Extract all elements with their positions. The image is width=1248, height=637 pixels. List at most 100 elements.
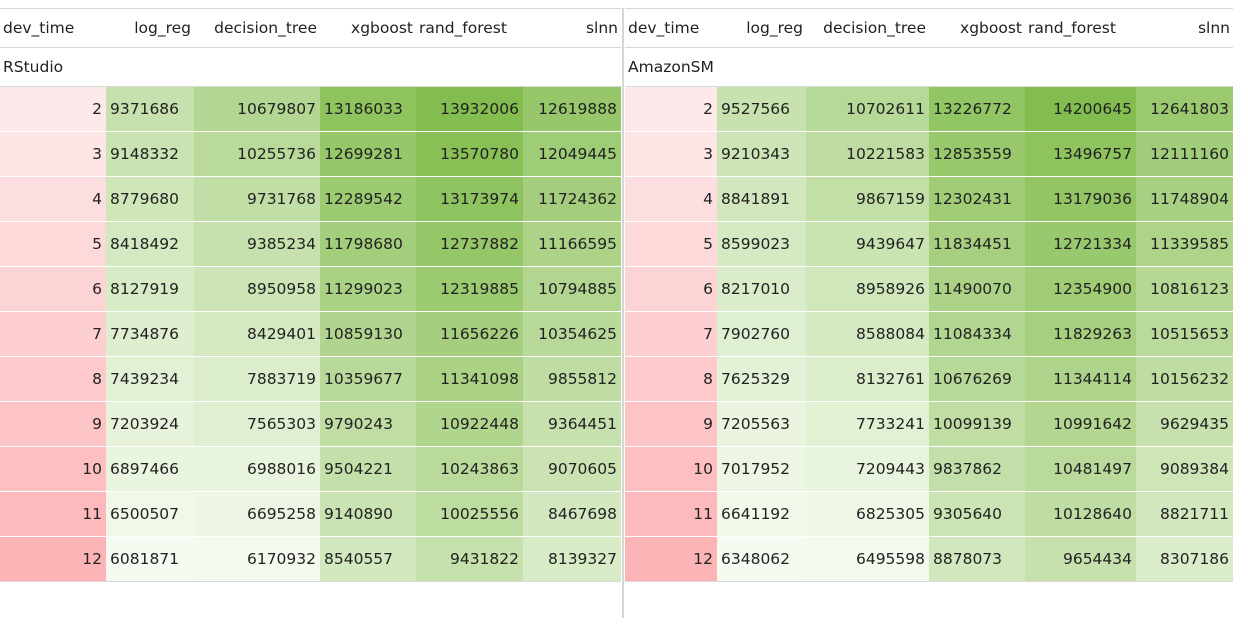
header-row: dev_time log_reg decision_tree xgboost r… xyxy=(0,8,621,48)
cell-slnn: 12049445 xyxy=(523,131,621,177)
cell-decision-tree: 9439647 xyxy=(806,221,929,267)
table-body: AmazonSM 2 9527566 10702611 13226772 1420064… xyxy=(625,47,1233,582)
cell-log-reg: 6500507 xyxy=(106,491,194,537)
cell-slnn: 8467698 xyxy=(523,491,621,537)
cell-dev-time: 10 xyxy=(0,446,106,492)
cell-xgboost: 8540557 xyxy=(320,536,416,582)
cell-slnn: 10794885 xyxy=(523,266,621,312)
cell-xgboost: 10859130 xyxy=(320,311,416,357)
cell-log-reg: 9527566 xyxy=(717,86,806,132)
cell-rand-forest: 10922448 xyxy=(416,401,523,447)
cell-decision-tree: 6170932 xyxy=(194,536,320,582)
table-row: 2 9527566 10702611 13226772 14200645 12641803 xyxy=(625,86,1233,132)
cell-log-reg: 8599023 xyxy=(717,221,806,267)
cell-rand-forest: 12319885 xyxy=(416,266,523,312)
cell-rand-forest: 12354900 xyxy=(1025,266,1136,312)
cell-rand-forest: 9654434 xyxy=(1025,536,1136,582)
column-header-dev-time[interactable]: dev_time xyxy=(625,8,717,48)
cell-decision-tree: 8950958 xyxy=(194,266,320,312)
cell-rand-forest: 11656226 xyxy=(416,311,523,357)
cell-rand-forest: 10025556 xyxy=(416,491,523,537)
cell-dev-time: 2 xyxy=(625,86,717,132)
cell-xgboost: 11798680 xyxy=(320,221,416,267)
cell-dev-time: 5 xyxy=(625,221,717,267)
table-row: 7 7902760 8588084 11084334 11829263 10515653 xyxy=(625,311,1233,357)
cell-dev-time: 9 xyxy=(0,401,106,447)
results-table: dev_time log_reg decision_tree xgboost r… xyxy=(625,8,1233,582)
cell-xgboost: 10676269 xyxy=(929,356,1025,402)
cell-xgboost: 11084334 xyxy=(929,311,1025,357)
table-body: RStudio 2 9371686 10679807 13186033 13932006… xyxy=(0,47,621,582)
cell-decision-tree: 10679807 xyxy=(194,86,320,132)
cell-slnn: 9855812 xyxy=(523,356,621,402)
cell-rand-forest: 13932006 xyxy=(416,86,523,132)
cell-log-reg: 8418492 xyxy=(106,221,194,267)
results-table: dev_time log_reg decision_tree xgboost r… xyxy=(0,8,621,582)
cell-slnn: 10515653 xyxy=(1136,311,1233,357)
cell-slnn: 10816123 xyxy=(1136,266,1233,312)
cell-log-reg: 8127919 xyxy=(106,266,194,312)
table-panel-amazonsm: dev_time log_reg decision_tree xgboost r… xyxy=(625,8,1233,582)
table-row: 5 8599023 9439647 11834451 12721334 11339585 xyxy=(625,221,1233,267)
table-row: 10 7017952 7209443 9837862 10481497 9089384 xyxy=(625,446,1233,492)
column-header-rand-forest[interactable]: rand_forest xyxy=(416,8,523,48)
cell-decision-tree: 10255736 xyxy=(194,131,320,177)
cell-xgboost: 10359677 xyxy=(320,356,416,402)
cell-dev-time: 4 xyxy=(625,176,717,222)
panel-divider xyxy=(622,8,624,618)
column-header-log-reg[interactable]: log_reg xyxy=(106,8,194,48)
column-header-log-reg[interactable]: log_reg xyxy=(717,8,806,48)
cell-slnn: 9089384 xyxy=(1136,446,1233,492)
cell-slnn: 10156232 xyxy=(1136,356,1233,402)
cell-rand-forest: 11341098 xyxy=(416,356,523,402)
cell-log-reg: 9210343 xyxy=(717,131,806,177)
cell-decision-tree: 6988016 xyxy=(194,446,320,492)
table-row: 4 8779680 9731768 12289542 13173974 11724362 xyxy=(0,176,621,222)
cell-rand-forest: 10243863 xyxy=(416,446,523,492)
cell-slnn: 8139327 xyxy=(523,536,621,582)
header-row: dev_time log_reg decision_tree xgboost r… xyxy=(625,8,1233,48)
column-header-xgboost[interactable]: xgboost xyxy=(320,8,416,48)
table-row: 12 6081871 6170932 8540557 9431822 8139327 xyxy=(0,536,621,582)
cell-rand-forest: 9431822 xyxy=(416,536,523,582)
column-header-decision-tree[interactable]: decision_tree xyxy=(806,8,929,48)
cell-decision-tree: 8958926 xyxy=(806,266,929,312)
cell-slnn: 9629435 xyxy=(1136,401,1233,447)
table-row: 11 6500507 6695258 9140890 10025556 8467698 xyxy=(0,491,621,537)
cell-rand-forest: 12737882 xyxy=(416,221,523,267)
cell-rand-forest: 13173974 xyxy=(416,176,523,222)
cell-decision-tree: 8588084 xyxy=(806,311,929,357)
column-header-xgboost[interactable]: xgboost xyxy=(929,8,1025,48)
cell-xgboost: 11490070 xyxy=(929,266,1025,312)
column-header-rand-forest[interactable]: rand_forest xyxy=(1025,8,1136,48)
cell-xgboost: 9504221 xyxy=(320,446,416,492)
cell-xgboost: 9305640 xyxy=(929,491,1025,537)
cell-rand-forest: 13179036 xyxy=(1025,176,1136,222)
cell-dev-time: 6 xyxy=(0,266,106,312)
column-header-slnn[interactable]: slnn xyxy=(1136,8,1233,48)
cell-xgboost: 8878073 xyxy=(929,536,1025,582)
cell-log-reg: 7902760 xyxy=(717,311,806,357)
cell-log-reg: 7439234 xyxy=(106,356,194,402)
cell-log-reg: 9148332 xyxy=(106,131,194,177)
column-header-slnn[interactable]: slnn xyxy=(523,8,621,48)
table-row: 11 6641192 6825305 9305640 10128640 8821711 xyxy=(625,491,1233,537)
cell-slnn: 8821711 xyxy=(1136,491,1233,537)
table-row: 10 6897466 6988016 9504221 10243863 9070605 xyxy=(0,446,621,492)
cell-slnn: 9364451 xyxy=(523,401,621,447)
column-header-dev-time[interactable]: dev_time xyxy=(0,8,106,48)
column-header-decision-tree[interactable]: decision_tree xyxy=(194,8,320,48)
cell-rand-forest: 13570780 xyxy=(416,131,523,177)
cell-slnn: 12111160 xyxy=(1136,131,1233,177)
cell-dev-time: 3 xyxy=(625,131,717,177)
cell-dev-time: 4 xyxy=(0,176,106,222)
cell-slnn: 8307186 xyxy=(1136,536,1233,582)
cell-decision-tree: 8429401 xyxy=(194,311,320,357)
cell-decision-tree: 7209443 xyxy=(806,446,929,492)
cell-rand-forest: 12721334 xyxy=(1025,221,1136,267)
table-row: 5 8418492 9385234 11798680 12737882 11166595 xyxy=(0,221,621,267)
cell-xgboost: 11834451 xyxy=(929,221,1025,267)
cell-dev-time: 9 xyxy=(625,401,717,447)
cell-log-reg: 7017952 xyxy=(717,446,806,492)
cell-dev-time: 3 xyxy=(0,131,106,177)
